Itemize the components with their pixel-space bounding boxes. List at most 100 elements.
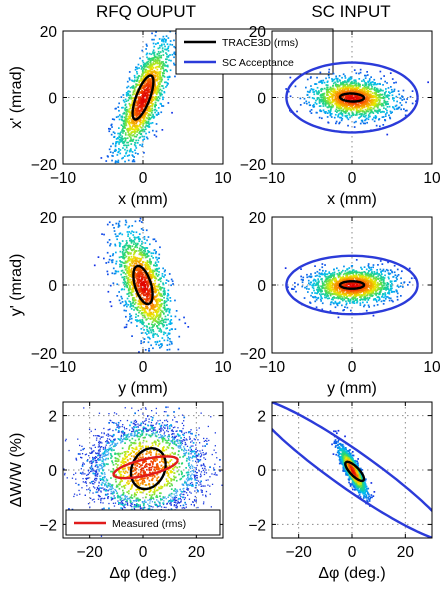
- particle: [119, 260, 121, 262]
- particle: [183, 316, 185, 319]
- particle: [127, 289, 130, 292]
- particle: [152, 311, 155, 314]
- particle: [347, 104, 350, 107]
- particle: [366, 110, 369, 113]
- particle: [146, 125, 149, 128]
- particle: [167, 292, 169, 295]
- particle: [153, 76, 156, 78]
- particle: [329, 86, 332, 89]
- particle: [321, 88, 324, 91]
- particle: [149, 105, 151, 108]
- particle: [127, 131, 130, 134]
- particle: [139, 252, 141, 254]
- particle: [129, 275, 131, 277]
- particle: [321, 82, 323, 85]
- particle: [148, 350, 151, 352]
- particle: [343, 265, 345, 268]
- particle: [402, 89, 405, 92]
- particle: [160, 345, 163, 348]
- particle: [169, 320, 172, 322]
- particle: [154, 62, 157, 65]
- particle: [129, 318, 131, 320]
- particle: [314, 101, 317, 104]
- particle: [130, 304, 133, 307]
- particle: [135, 66, 137, 69]
- particle: [140, 109, 142, 112]
- particle: [361, 110, 364, 113]
- particle: [369, 100, 371, 103]
- particle: [165, 61, 168, 64]
- particle: [137, 119, 139, 122]
- particle: [388, 291, 390, 293]
- particle: [123, 264, 126, 267]
- particle: [125, 268, 127, 271]
- particle: [157, 355, 159, 357]
- particle: [126, 110, 129, 113]
- particle: [330, 88, 332, 91]
- particle: [135, 292, 137, 295]
- particle: [359, 85, 361, 88]
- y-tick-label: 20: [40, 24, 58, 41]
- particle: [152, 52, 154, 55]
- particle: [382, 84, 384, 86]
- particle: [115, 116, 118, 118]
- particle: [140, 80, 142, 82]
- particle: [132, 131, 134, 133]
- particle: [112, 267, 115, 270]
- particle: [335, 98, 337, 101]
- particle: [155, 277, 158, 280]
- particle: [125, 113, 128, 115]
- particle: [126, 109, 129, 111]
- particle: [155, 130, 158, 133]
- particle: [349, 294, 352, 297]
- particle: [129, 113, 131, 116]
- particle: [120, 137, 123, 139]
- particle: [135, 111, 138, 114]
- particle: [324, 112, 327, 114]
- particle: [375, 276, 377, 278]
- y-tick-label: −20: [31, 346, 58, 363]
- particle: [151, 93, 154, 96]
- particle: [310, 76, 312, 78]
- particle: [342, 109, 344, 112]
- particle: [152, 318, 155, 320]
- particle: [157, 261, 160, 263]
- particle: [163, 72, 165, 75]
- particle: [128, 251, 130, 254]
- particle: [340, 107, 342, 110]
- particle: [141, 92, 143, 94]
- particle: [158, 62, 161, 65]
- particle: [131, 283, 133, 286]
- particle: [131, 298, 134, 300]
- particle: [140, 312, 143, 315]
- particle: [151, 302, 153, 305]
- particle: [112, 151, 114, 154]
- particle: [356, 88, 359, 91]
- particle: [149, 308, 152, 311]
- particle: [146, 307, 149, 309]
- particle: [146, 297, 148, 300]
- particle: [154, 83, 156, 85]
- particle: [343, 83, 345, 86]
- particle: [127, 283, 130, 286]
- particle: [380, 281, 383, 284]
- particle: [161, 286, 164, 289]
- particle: [106, 241, 109, 244]
- particle: [163, 339, 166, 342]
- particle: [344, 81, 347, 83]
- particle: [355, 89, 357, 91]
- particle: [353, 102, 356, 105]
- particle: [122, 142, 124, 144]
- particle: [118, 102, 120, 105]
- particle: [111, 261, 114, 263]
- particle: [158, 291, 160, 294]
- particle: [118, 138, 121, 141]
- particle: [319, 273, 322, 275]
- particle: [148, 107, 150, 110]
- particle: [162, 312, 165, 315]
- particle: [140, 253, 142, 256]
- particle: [138, 137, 141, 139]
- particle: [154, 282, 157, 285]
- particle: [366, 86, 368, 88]
